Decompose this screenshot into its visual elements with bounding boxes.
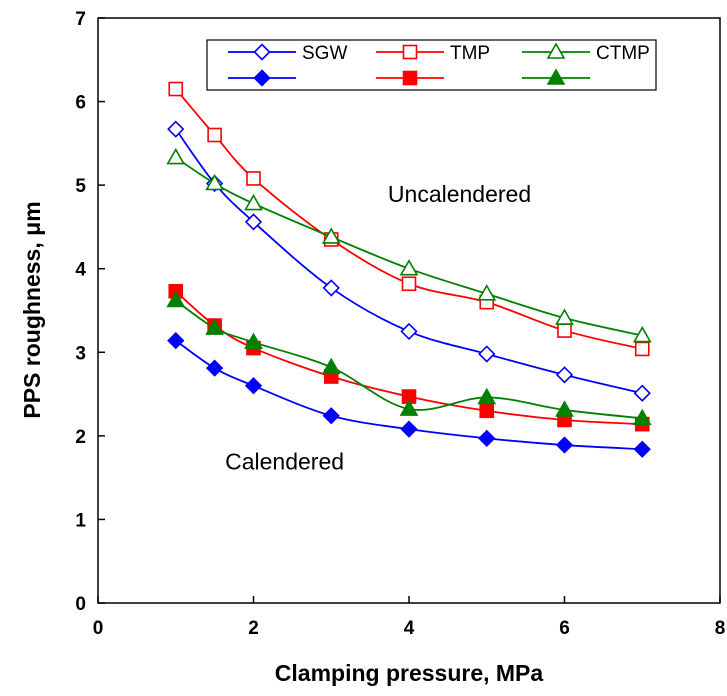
data-point: [321, 357, 341, 375]
data-point: [557, 323, 572, 338]
data-point: [477, 284, 497, 301]
data-point: [555, 436, 574, 454]
y-tick-label: 0: [75, 594, 86, 615]
data-point: [400, 420, 418, 438]
legend-marker: [253, 43, 271, 61]
data-point: [244, 332, 263, 350]
legend-marker: [546, 42, 566, 59]
data-point: [322, 407, 340, 425]
legend-entries: SGW TMP CTMP: [228, 42, 650, 87]
data-point: [479, 403, 495, 419]
y-tick-label: 7: [75, 9, 86, 30]
legend-entry: SGW: [228, 43, 347, 64]
data-point: [205, 359, 224, 377]
data-point: [400, 322, 418, 341]
series-layer: [166, 81, 652, 458]
series-line: [175, 128, 643, 395]
data-point: [401, 276, 417, 292]
series-1: [168, 81, 650, 357]
data-point: [167, 120, 185, 138]
legend-marker: [253, 69, 271, 87]
data-point: [633, 384, 651, 402]
data-point: [478, 345, 496, 363]
legend-entry: TMP: [376, 43, 490, 64]
data-point: [555, 366, 574, 384]
legend-label: CTMP: [596, 43, 650, 64]
legend-marker: [546, 68, 566, 85]
series-line: [175, 299, 643, 420]
series-2: [166, 147, 652, 343]
data-point: [399, 399, 419, 416]
data-point: [166, 147, 186, 165]
legend-entry: [376, 70, 444, 86]
legend-entry: CTMP: [522, 42, 650, 64]
tick-labels-layer: 0 2 4 6 8 0 1 2 3 4 5 6 7: [75, 9, 725, 639]
y-tick-label: 4: [75, 260, 86, 281]
legend: SGW TMP CTMP: [206, 39, 657, 91]
legend-label: SGW: [302, 43, 347, 64]
y-axis-title: PPS roughness, μm: [19, 201, 45, 418]
data-point: [632, 408, 652, 426]
series-line: [175, 88, 643, 350]
data-point: [244, 213, 263, 231]
data-point: [205, 318, 225, 335]
data-point: [168, 81, 184, 97]
data-point: [633, 440, 651, 458]
x-axis-title: Clamping pressure, MPa: [275, 660, 544, 686]
data-point: [322, 279, 340, 297]
y-tick-label: 1: [75, 510, 86, 531]
data-point: [205, 173, 225, 191]
ticks-layer: [97, 17, 721, 604]
annotations: Uncalendered Calendered: [225, 181, 531, 474]
data-point: [477, 387, 497, 405]
data-point: [555, 308, 574, 325]
data-point: [399, 259, 419, 276]
data-point: [478, 429, 496, 447]
x-tick-label: 6: [559, 618, 570, 639]
data-point: [244, 377, 263, 395]
series-line: [175, 156, 643, 337]
y-tick-label: 2: [75, 427, 86, 448]
data-point: [246, 171, 261, 186]
legend-entry: [228, 69, 296, 87]
legend-entry: [522, 68, 590, 85]
data-point: [555, 400, 574, 417]
data-point: [207, 127, 222, 143]
legend-marker: [402, 44, 418, 60]
x-tick-label: 2: [248, 618, 259, 639]
legend-label: TMP: [450, 43, 490, 64]
plot-frame: [97, 17, 721, 604]
legend-marker: [402, 70, 418, 86]
x-tick-label: 0: [93, 618, 104, 639]
plot-area: 0 2 4 6 8 0 1 2 3 4 5 6 7: [75, 9, 725, 639]
chart-annotation: Uncalendered: [388, 181, 531, 207]
chart-annotation: Calendered: [225, 448, 344, 474]
series-3: [167, 331, 651, 458]
legend-box: [206, 39, 657, 91]
data-point: [166, 290, 186, 308]
data-point: [244, 193, 263, 211]
data-point: [634, 341, 650, 357]
data-point: [632, 325, 652, 343]
y-tick-label: 3: [75, 343, 86, 364]
data-point: [321, 227, 341, 244]
x-tick-label: 4: [404, 618, 415, 639]
series-5: [166, 290, 652, 426]
y-tick-label: 6: [75, 93, 86, 114]
data-point: [167, 331, 185, 350]
x-tick-label: 8: [715, 618, 726, 639]
y-tick-label: 5: [75, 176, 86, 197]
